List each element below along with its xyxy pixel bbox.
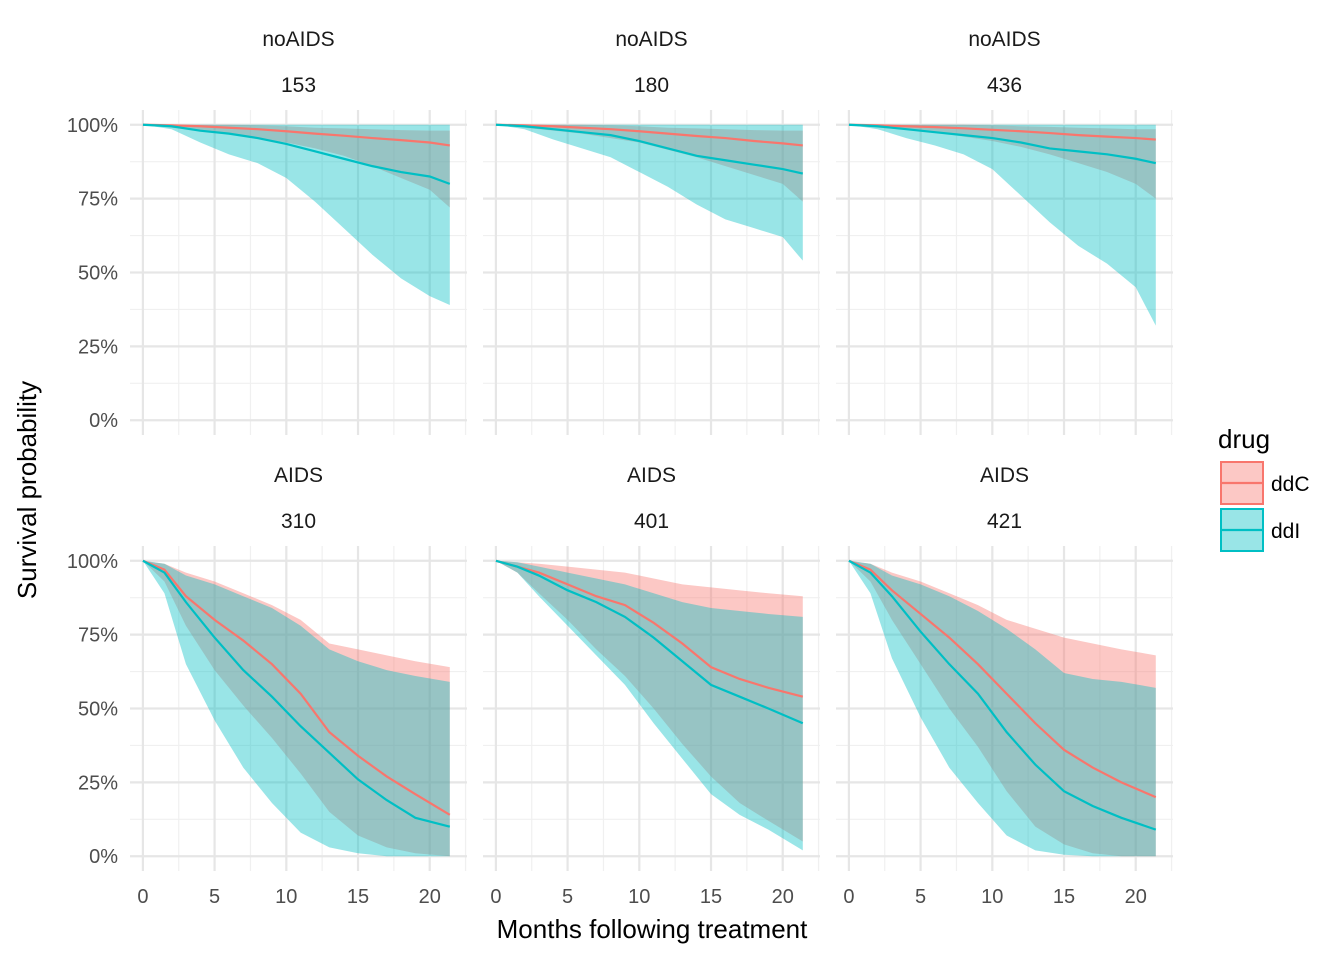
panel-2-strip-bottom: 180 — [634, 74, 669, 97]
panel-3-strip-bottom: 436 — [987, 74, 1022, 97]
panel-6-xtick-label-2: 10 — [981, 886, 1003, 908]
panel-4-ytick-label-2: 50% — [78, 699, 118, 721]
panel-4-ytick-label-4: 100% — [67, 551, 118, 573]
panel-4-ribbon-ddc — [142, 560, 450, 857]
panel-2-ribbon-ddi — [495, 124, 803, 261]
panel-6-xtick-label-0: 0 — [843, 886, 854, 908]
panel-4-xtick-label-1: 5 — [209, 886, 220, 908]
x-axis-title: Months following treatment — [497, 914, 808, 944]
panel-3-ribbon-ddc — [848, 124, 1156, 199]
legend-label-ddi: ddI — [1271, 520, 1300, 543]
panel-4-xtick-label-4: 20 — [419, 886, 441, 908]
panel-4-xtick-label-0: 0 — [137, 886, 148, 908]
panel-2-ribbon-ddc — [495, 124, 803, 202]
panel-5-line-ddi — [495, 559, 804, 725]
panel-6-xtick-label-1: 5 — [915, 886, 926, 908]
panel-5-xtick-label-4: 20 — [772, 886, 794, 908]
panel-6-strip-top: AIDS — [980, 464, 1029, 487]
facet-noaids-436: noAIDS 436 — [836, 28, 1173, 435]
panel-5-xtick-label-1: 5 — [562, 886, 573, 908]
panel-4-xtick-label-2: 10 — [275, 886, 297, 908]
panel-3-strip-top: noAIDS — [968, 28, 1040, 51]
panel-2-strip-top: noAIDS — [615, 28, 687, 51]
panel-6-ribbon-ddi — [848, 560, 1156, 857]
panel-1-ytick-label-1: 25% — [78, 336, 118, 358]
panel-5-xtick-label-3: 15 — [700, 886, 722, 908]
panel-4-xtick-label-3: 15 — [347, 886, 369, 908]
panel-5-line-ddc — [495, 559, 804, 698]
panel-3-line-ddi — [848, 123, 1157, 165]
panel-6-line-ddc — [848, 559, 1157, 799]
panel-5-xtick-label-2: 10 — [628, 886, 650, 908]
legend-item-ddc[interactable]: ddC — [1220, 461, 1310, 505]
panel-1-line-ddc — [142, 123, 450, 147]
panel-1-ytick-label-0: 0% — [89, 410, 118, 432]
panel-5-strip-top: AIDS — [627, 464, 676, 487]
panel-3-line-ddc — [848, 123, 1156, 141]
facet-noaids-153: noAIDS 153 0% 25% 50% 75% 100% — [67, 28, 467, 435]
legend-title: drug — [1218, 424, 1270, 454]
panel-4-ytick-label-0: 0% — [89, 846, 118, 868]
panel-5-strip-bottom: 401 — [634, 510, 669, 533]
panel-1-line-ddi — [142, 123, 451, 185]
panel-2-line-ddc — [495, 123, 803, 147]
panel-6-xtick-label-4: 20 — [1125, 886, 1147, 908]
panel-1-ribbon-ddi — [142, 124, 450, 305]
panel-4-strip-bottom: 310 — [281, 510, 316, 533]
legend: drug ddC ddI — [1218, 424, 1310, 552]
panel-1-ytick-label-2: 50% — [78, 263, 118, 285]
panel-1-ytick-label-3: 75% — [78, 189, 118, 211]
panel-1-strip-top: noAIDS — [262, 28, 334, 51]
panel-3-ribbon-ddi — [848, 124, 1156, 326]
panel-6-line-ddi — [848, 559, 1157, 831]
panel-2-line-ddi — [495, 123, 804, 175]
panel-4-ytick-label-3: 75% — [78, 625, 118, 647]
panel-4-line-ddc — [142, 559, 451, 816]
panel-6-strip-bottom: 421 — [987, 510, 1022, 533]
panel-6-xtick-label-3: 15 — [1053, 886, 1075, 908]
facet-aids-401: AIDS 401 0 5 10 15 20 — [483, 464, 820, 908]
legend-item-ddi[interactable]: ddI — [1220, 508, 1300, 552]
panel-6-ribbon-ddc — [848, 560, 1156, 857]
facet-aids-310: AIDS 310 0% 25% 50% 75% 100% 0 5 10 15 20 — [67, 464, 467, 908]
facet-aids-421: AIDS 421 0 5 10 15 20 — [836, 464, 1173, 908]
panel-5-ribbon-ddi — [495, 560, 803, 851]
legend-label-ddc: ddC — [1271, 473, 1310, 496]
panel-4-strip-top: AIDS — [274, 464, 323, 487]
panel-4-line-ddi — [142, 559, 451, 828]
panel-4-ytick-label-1: 25% — [78, 772, 118, 794]
panel-5-ribbon-ddc — [495, 560, 803, 842]
panel-1-ytick-label-4: 100% — [67, 115, 118, 137]
panel-4-ribbon-ddi — [142, 560, 450, 857]
facet-noaids-180: noAIDS 180 — [483, 28, 820, 435]
facet-panels: noAIDS1530%25%50%75%100%noAIDS180noAIDS4… — [67, 28, 1173, 908]
panel-1-strip-bottom: 153 — [281, 74, 316, 97]
panel-1-ribbon-ddc — [142, 124, 450, 208]
panel-5-xtick-label-0: 0 — [490, 886, 501, 908]
y-axis-title: Survival probability — [12, 381, 42, 599]
